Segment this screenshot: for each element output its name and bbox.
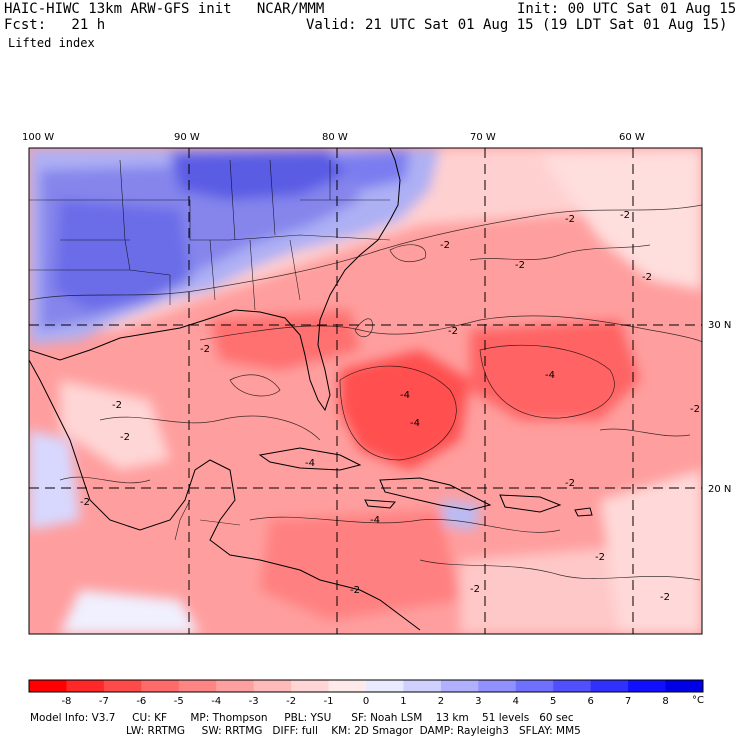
colorbar-tick-label: -1	[324, 696, 334, 707]
contour-label: -4	[545, 370, 555, 381]
contour-label: -2	[642, 272, 652, 283]
colorbar-swatch	[403, 680, 442, 692]
contour-label: -4	[305, 458, 315, 469]
lon-label-60w: 60 W	[619, 132, 645, 143]
contour-label: -2	[595, 552, 605, 563]
colorbar-swatch	[478, 680, 517, 692]
contour-label: -2	[470, 584, 480, 595]
colorbar-tick-label: -2	[286, 696, 296, 707]
model-info-line-2: LW: RRTMG SW: RRTMG DIFF: full KM: 2D Sm…	[126, 725, 581, 737]
colorbar-swatch	[29, 680, 67, 692]
lon-label-100w: 100 W	[22, 132, 54, 143]
colorbar-swatch	[291, 680, 330, 692]
contour-label: -2	[120, 432, 130, 443]
forecast-hour: Fcst: 21 h	[4, 17, 106, 33]
contour-label: -2	[440, 240, 450, 251]
colorbar-tick-label: 7	[625, 696, 631, 707]
colorbar-tick-label: 3	[475, 696, 481, 707]
colorbar-unit: °C	[692, 695, 704, 706]
colorbar-tick-label: 8	[662, 696, 668, 707]
contour-label: -2	[565, 214, 575, 225]
contour-label: -2	[112, 400, 122, 411]
map-frame	[28, 147, 703, 635]
colorbar-tick-label: 6	[587, 696, 593, 707]
colorbar-swatch	[141, 680, 180, 692]
colorbar-tick-label: -6	[136, 696, 146, 707]
colorbar-swatch	[216, 680, 255, 692]
contour-label: -2	[350, 585, 360, 596]
contour-label: -2	[660, 592, 670, 603]
contour-label: -2	[515, 260, 525, 271]
colorbar-tick-label: 4	[513, 696, 519, 707]
colorbar-frame	[28, 679, 704, 693]
lon-label-80w: 80 W	[322, 132, 348, 143]
lon-label-70w: 70 W	[470, 132, 496, 143]
contour-label: -2	[448, 326, 458, 337]
colorbar-swatch	[366, 680, 404, 692]
colorbar-swatch	[590, 680, 629, 692]
contour-label: -4	[370, 515, 380, 526]
colorbar-swatch	[103, 680, 142, 692]
contour-label: -2	[620, 210, 630, 221]
colorbar-tick-label: -5	[174, 696, 184, 707]
contour-label: -2	[690, 404, 700, 415]
lat-label-20n: 20 N	[708, 484, 731, 495]
colorbar: -8 -7 -6 -5 -4 -3 -2 -1 0 1 2 3 4 5 6 7 8	[28, 679, 704, 707]
model-info-line-1: Model Info: V3.7 CU: KF MP: Thompson PBL…	[30, 712, 574, 724]
lat-label-30n: 30 N	[708, 320, 731, 331]
contour-label: -2	[80, 497, 90, 508]
colorbar-tick-label: 2	[438, 696, 444, 707]
colorbar-swatch	[553, 680, 592, 692]
valid-time: Valid: 21 UTC Sat 01 Aug 15 (19 LDT Sat …	[306, 17, 728, 33]
contour-label-group: -2 -2 -2 -2 -2 -2 -2 -2 -2 -2 -2 -2 -4 -…	[80, 210, 700, 603]
colorbar-swatch	[665, 680, 704, 692]
colorbar-swatch	[628, 680, 667, 692]
coastlines	[29, 148, 593, 631]
lifted-index-field: -2 -2 -2 -2 -2 -2 -2 -2 -2 -2 -2 -2 -4 -…	[29, 148, 702, 634]
colorbar-swatch	[66, 680, 105, 692]
colorbar-tick-label: -8	[61, 696, 71, 707]
contour-label: -4	[410, 418, 420, 429]
colorbar-tick-label: 5	[550, 696, 556, 707]
colorbar-tick-label: 1	[400, 696, 406, 707]
model-title: HAIC-HIWC 13km ARW-GFS init NCAR/MMM	[4, 1, 325, 17]
colorbar-tick-label: -3	[249, 696, 259, 707]
colorbar-swatch	[515, 680, 554, 692]
colorbar-tick-label: 0	[363, 696, 369, 707]
init-time: Init: 00 UTC Sat 01 Aug 15	[517, 1, 737, 17]
colorbar-swatch	[328, 680, 367, 692]
colorbar-swatch	[440, 680, 479, 692]
contour-label: -2	[565, 478, 575, 489]
contour-label: -4	[400, 390, 410, 401]
field-name: Lifted index	[8, 36, 95, 50]
contour-label: -2	[200, 344, 210, 355]
colorbar-tick-label: -7	[99, 696, 109, 707]
lon-label-90w: 90 W	[174, 132, 200, 143]
colorbar-swatch	[178, 680, 217, 692]
colorbar-swatch	[253, 680, 292, 692]
colorbar-tick-label: -4	[211, 696, 221, 707]
